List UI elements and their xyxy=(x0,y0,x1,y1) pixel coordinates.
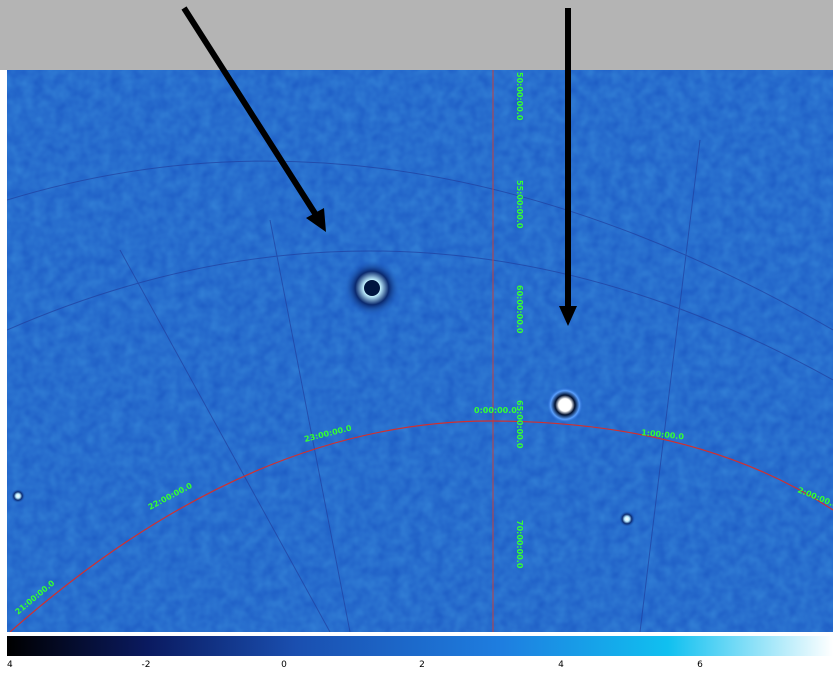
colorbar-tick-label: 2 xyxy=(419,660,425,670)
colorbar-tick-label: 6 xyxy=(697,660,703,670)
top-band xyxy=(0,0,833,70)
colorbar-tick-label: -2 xyxy=(142,660,151,670)
page: 21:00:00.022:00:00.023:00:00.00:00:00.01… xyxy=(0,0,833,674)
dec-label: 50:00:00.0 xyxy=(515,72,524,121)
colorbar-tick-label: 0 xyxy=(281,660,287,670)
dec-label: 55:00:00.0 xyxy=(515,180,524,229)
colorbar xyxy=(7,636,833,656)
ra-label: 0:00:00.0 xyxy=(474,406,517,415)
screen: 21:00:00.022:00:00.023:00:00.00:00:00.01… xyxy=(0,0,833,674)
sky-image xyxy=(7,70,833,632)
colorbar-tick-label: 4 xyxy=(558,660,564,670)
colorbar-tick-label: 4 xyxy=(7,660,13,670)
dec-label: 60:00:00.0 xyxy=(515,285,524,334)
dec-label: 70:00:00.0 xyxy=(515,520,524,569)
dec-label: 65:00:00.0 xyxy=(515,400,524,449)
